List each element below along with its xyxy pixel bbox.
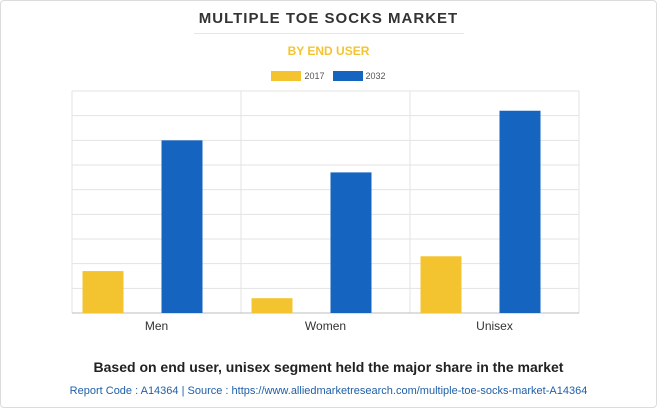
title-divider [194,33,464,34]
legend-item-2032[interactable]: 2032 [332,71,386,81]
x-tick-label-unisex: Unisex [476,319,513,333]
bar-2017-men [82,271,124,313]
chart-title: MULTIPLE TOE SOCKS MARKET [198,10,459,27]
bar-2017-unisex [420,256,462,313]
legend-swatch-2017 [271,71,302,81]
bar-2032-unisex [499,110,541,313]
legend-item-2017[interactable]: 2017 [271,71,325,81]
legend-label-2032: 2032 [365,71,386,81]
bar-2032-women [330,172,372,313]
x-tick-label-men: Men [145,319,168,333]
x-tick-label-women: Women [305,319,346,333]
legend-label-2017: 2017 [304,71,325,81]
bar-2032-men [161,140,203,313]
legend-swatch-2032 [332,71,363,81]
bar-2017-women [251,298,293,313]
source-link[interactable]: Report Code : A14364 | Source : https://… [69,385,588,397]
chart-subtitle: BY END USER [287,44,370,58]
chart-caption: Based on end user, unisex segment held t… [93,359,564,375]
legend: 2017 2032 [0,71,657,81]
